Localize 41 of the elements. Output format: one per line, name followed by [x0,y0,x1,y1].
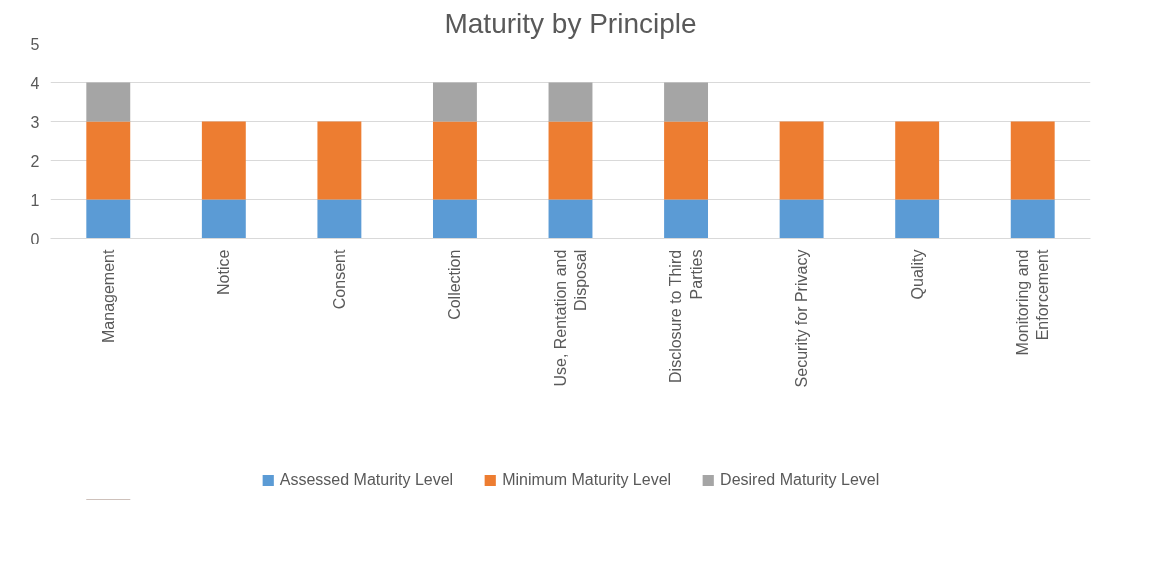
bar [86,199,131,239]
bar [86,82,131,122]
bar [548,199,593,239]
x-tick-label: Disclosure to Third Parties [667,249,705,383]
bar [895,121,940,200]
y-tick-label: 0 [30,230,40,248]
legend-label: Assessed Maturity Level [279,471,454,489]
bar [1010,121,1055,200]
bar [895,199,940,239]
x-tick-label: Management [99,249,117,343]
bar [779,121,824,200]
bar [432,121,477,200]
y-tick-label: 4 [30,74,40,92]
bar [664,121,709,200]
bar [432,199,477,239]
x-tick-label: Consent [330,249,348,310]
bar [86,121,131,200]
x-tick-label: Use, Rentation and Disposal [551,249,590,387]
bar [201,121,246,200]
x-tick-label: Collection [446,249,464,320]
bar [664,82,709,122]
bar [1010,199,1055,239]
x-tick-label: Quality [908,249,926,300]
x-tick-label: Security for Privacy [793,249,811,388]
bar [779,199,824,239]
bar [548,82,593,122]
bar [201,199,246,239]
bar [664,199,709,239]
bar [317,199,362,239]
y-tick-label: 3 [30,113,40,131]
bar [432,82,477,122]
chart-title: Maturity by Principle [444,7,697,39]
legend-label: Desired Maturity Level [720,471,880,489]
y-tick-label: 5 [30,35,40,53]
x-tick-label: Monitoring and Enforcement [1014,249,1052,356]
y-tick-label: 2 [30,152,40,170]
bar [548,121,593,200]
y-tick-label: 1 [30,191,40,209]
legend-label: Minimum Maturity Level [502,471,672,489]
bar [317,121,362,200]
x-tick-label: Notice [215,249,233,295]
